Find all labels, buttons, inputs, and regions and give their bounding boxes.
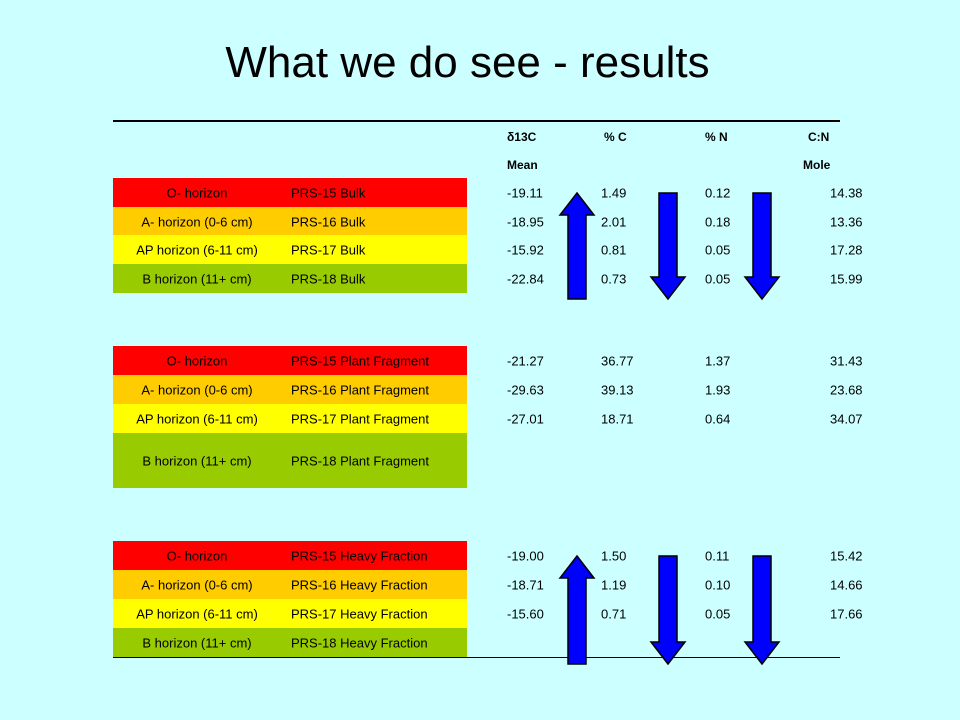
horizon-name: AP horizon (6-11 cm): [136, 242, 258, 257]
arrow-up-icon: [558, 554, 596, 665]
header-cn: C:N: [808, 130, 830, 144]
arrow-down-icon: [743, 555, 781, 666]
sample-name: PRS-18 Bulk: [291, 271, 366, 286]
page-title: What we do see - results: [225, 38, 710, 87]
value-pn: 0.05: [705, 271, 731, 286]
value-pc: 0.81: [601, 242, 627, 257]
value-pn: 0.11: [705, 548, 730, 563]
value-cn: 17.28: [830, 242, 863, 257]
horizon-label-cell: AP horizon (6-11 cm) PRS-17 Bulk: [113, 235, 467, 264]
horizon-label-cell: A- horizon (0-6 cm) PRS-16 Heavy Fraction: [113, 570, 467, 599]
value-d13c: -15.92: [507, 242, 544, 257]
value-pn: 0.10: [705, 577, 731, 592]
horizon-label-cell: O- horizon PRS-15 Heavy Fraction: [113, 541, 467, 570]
horizon-name: O- horizon: [166, 185, 228, 200]
value-pn: 0.64: [705, 411, 731, 426]
horizon-name: O- horizon: [166, 548, 228, 563]
value-pn: 0.05: [705, 242, 731, 257]
value-pc: 1.19: [601, 577, 627, 592]
header-percent-c: % C: [604, 130, 627, 144]
sample-name: PRS-17 Plant Fragment: [291, 411, 430, 426]
horizon-label-cell: AP horizon (6-11 cm) PRS-17 Plant Fragmen…: [113, 404, 467, 433]
value-pc: 0.73: [601, 271, 627, 286]
value-cn: 17.66: [830, 606, 863, 621]
horizon-name: AP horizon (6-11 cm): [136, 606, 258, 621]
sample-name: PRS-16 Heavy Fraction: [291, 577, 428, 592]
value-pc: 36.77: [601, 353, 634, 368]
value-d13c: -19.00: [507, 548, 544, 563]
horizon-name: A- horizon (0-6 cm): [141, 382, 253, 397]
value-cn: 31.43: [830, 353, 863, 368]
sample-name: PRS-17 Bulk: [291, 242, 366, 257]
horizon-name: B horizon (11+ cm): [142, 635, 252, 650]
sample-name: PRS-15 Plant Fragment: [291, 353, 430, 368]
value-d13c: -15.60: [507, 606, 544, 621]
horizon-label-cell: AP horizon (6-11 cm) PRS-17 Heavy Fractio…: [113, 599, 467, 628]
arrow-down-icon: [649, 192, 687, 301]
arrow-up-icon: [558, 191, 596, 300]
sample-name: PRS-15 Heavy Fraction: [291, 548, 428, 563]
sample-name: PRS-16 Bulk: [291, 214, 366, 229]
sample-name: PRS-18 Heavy Fraction: [291, 635, 428, 650]
value-cn: 14.66: [830, 577, 863, 592]
value-pn: 0.05: [705, 606, 731, 621]
horizon-label-cell: O- horizon PRS-15 Bulk: [113, 178, 467, 207]
horizon-name: A- horizon (0-6 cm): [141, 214, 253, 229]
sample-name: PRS-15 Bulk: [291, 185, 366, 200]
horizon-label-cell: B horizon (11+ cm) PRS-18 Plant Fragment: [113, 433, 467, 488]
header-percent-n: % N: [705, 130, 728, 144]
value-pc: 2.01: [601, 214, 627, 229]
value-d13c: -29.63: [507, 382, 544, 397]
arrow-down-icon: [649, 555, 687, 666]
value-cn: 15.42: [830, 548, 863, 563]
horizon-label-cell: A- horizon (0-6 cm) PRS-16 Bulk: [113, 207, 467, 236]
table-bottom-rule: [113, 657, 840, 658]
value-d13c: -22.84: [507, 271, 544, 286]
value-cn: 34.07: [830, 411, 863, 426]
sample-name: PRS-18 Plant Fragment: [291, 453, 430, 468]
value-pc: 39.13: [601, 382, 634, 397]
value-cn: 15.99: [830, 271, 863, 286]
sample-name: PRS-16 Plant Fragment: [291, 382, 430, 397]
value-pn: 1.93: [705, 382, 731, 397]
horizon-name: B horizon (11+ cm): [142, 453, 252, 468]
value-d13c: -19.11: [507, 185, 543, 200]
value-d13c: -18.71: [507, 577, 544, 592]
horizon-label-cell: O- horizon PRS-15 Plant Fragment: [113, 346, 467, 375]
value-d13c: -21.27: [507, 353, 544, 368]
value-pn: 1.37: [705, 353, 731, 368]
sample-name: PRS-17 Heavy Fraction: [291, 606, 428, 621]
horizon-label-cell: A- horizon (0-6 cm) PRS-16 Plant Fragment: [113, 375, 467, 404]
value-d13c: -27.01: [507, 411, 544, 426]
horizon-label-cell: B horizon (11+ cm) PRS-18 Heavy Fraction: [113, 628, 467, 657]
horizon-name: B horizon (11+ cm): [142, 271, 252, 286]
value-cn: 14.38: [830, 185, 863, 200]
horizon-label-cell: B horizon (11+ cm) PRS-18 Bulk: [113, 264, 467, 293]
header-mole: Mole: [803, 158, 831, 172]
horizon-name: AP horizon (6-11 cm): [136, 411, 258, 426]
value-cn: 13.36: [830, 214, 863, 229]
value-pc: 0.71: [601, 606, 627, 621]
value-pc: 18.71: [601, 411, 634, 426]
value-pn: 0.18: [705, 214, 731, 229]
value-d13c: -18.95: [507, 214, 544, 229]
value-pn: 0.12: [705, 185, 731, 200]
value-pc: 1.50: [601, 548, 627, 563]
horizon-name: O- horizon: [166, 353, 228, 368]
header-mean: Mean: [507, 158, 538, 172]
arrow-down-icon: [743, 192, 781, 301]
header-d13c: δ13C: [507, 130, 537, 144]
horizon-name: A- horizon (0-6 cm): [141, 577, 253, 592]
value-cn: 23.68: [830, 382, 863, 397]
value-pc: 1.49: [601, 185, 627, 200]
table-top-rule: [113, 120, 840, 122]
